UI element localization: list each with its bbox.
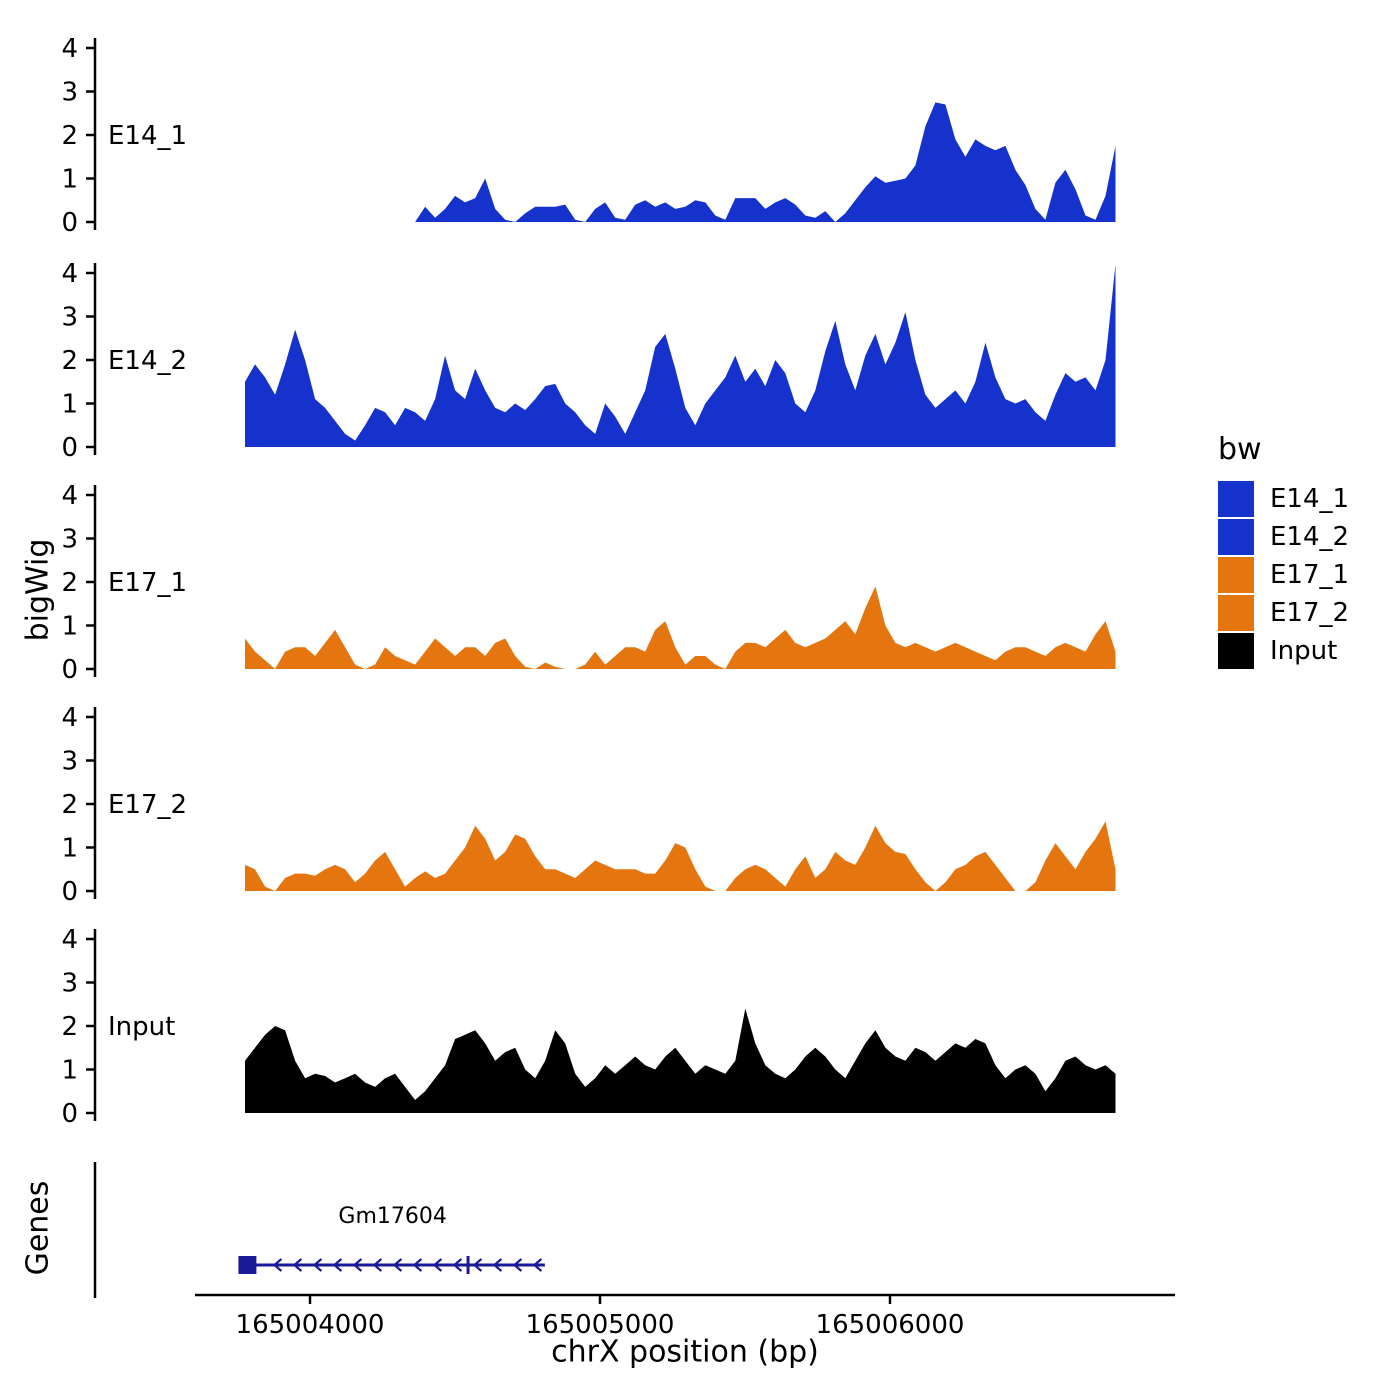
y-tick-label: 4 (61, 34, 78, 64)
y-tick-label: 2 (61, 121, 78, 151)
gene-exon-box (238, 1256, 257, 1274)
legend-items: E14_1 E14_2 E17_1 E17_2 Input (1218, 481, 1349, 669)
y-tick-label: 2 (61, 346, 78, 376)
track-area-e14_1 (245, 102, 1116, 222)
y-tick-label: 1 (61, 390, 78, 420)
legend-item-label: E17_1 (1270, 560, 1350, 590)
legend-item-e14_2: E14_2 (1218, 519, 1349, 555)
track-label-input: Input (108, 1012, 175, 1042)
legend-item-e17_1: E17_1 (1218, 557, 1349, 593)
track-area-e17_2 (245, 821, 1116, 891)
gene-name-label: Gm17604 (338, 1204, 446, 1229)
y-tick-label: 0 (61, 655, 78, 685)
legend-item-label: E14_2 (1270, 522, 1350, 552)
y-tick-label: 3 (61, 78, 78, 108)
gene-strand-arrow-icon (332, 1258, 343, 1272)
gene-strand-arrow-icon (352, 1258, 363, 1272)
legend-swatch-icon (1218, 519, 1254, 555)
y-tick-label: 3 (61, 969, 78, 999)
y-tick-label: 1 (61, 612, 78, 642)
y-tick-label: 3 (61, 525, 78, 555)
track-label-e14_1: E14_1 (108, 121, 187, 151)
track-label-e17_2: E17_2 (108, 790, 187, 820)
y-tick-label: 4 (61, 925, 78, 955)
legend-item-e17_2: E17_2 (1218, 595, 1349, 631)
gene-strand-arrow-icon (372, 1258, 383, 1272)
track-label-e17_1: E17_1 (108, 568, 187, 598)
gene-strand-arrow-icon (452, 1258, 463, 1272)
genes-axis-title: Genes (20, 1180, 56, 1276)
y-tick-label: 3 (61, 747, 78, 777)
y-tick-label: 0 (61, 1099, 78, 1129)
y-tick-label: 4 (61, 481, 78, 511)
x-tick-label: 165006000 (816, 1310, 965, 1340)
y-tick-label: 2 (61, 1012, 78, 1042)
gene-strand-arrow-icon (432, 1258, 443, 1272)
y-tick-label: 0 (61, 877, 78, 907)
y-tick-label: 3 (61, 303, 78, 333)
x-tick-label: 165004000 (236, 1310, 385, 1340)
x-tick-label: 165005000 (526, 1310, 675, 1340)
gene-strand-arrow-icon (492, 1258, 503, 1272)
legend-swatch-icon (1218, 633, 1254, 669)
y-tick-label: 2 (61, 790, 78, 820)
y-tick-label: 0 (61, 433, 78, 463)
y-tick-label: 1 (61, 1056, 78, 1086)
gene-strand-arrow-icon (512, 1258, 523, 1272)
y-tick-label: 4 (61, 259, 78, 289)
legend-item-input: Input (1218, 633, 1349, 669)
gene-strand-arrow-icon (272, 1258, 283, 1272)
x-axis-title: chrX position (bp) (551, 1334, 819, 1370)
gene-strand-arrow-icon (312, 1258, 323, 1272)
track-label-e14_2: E14_2 (108, 346, 187, 376)
legend-swatch-icon (1218, 481, 1254, 517)
legend-item-e14_1: E14_1 (1218, 481, 1349, 517)
legend-item-label: E17_2 (1270, 598, 1350, 628)
y-tick-label: 4 (61, 703, 78, 733)
gene-strand-arrow-icon (532, 1258, 543, 1272)
y-tick-label: 1 (61, 834, 78, 864)
track-area-e17_1 (245, 586, 1116, 669)
gene-strand-arrow-icon (292, 1258, 303, 1272)
legend-swatch-icon (1218, 557, 1254, 593)
gene-strand-arrow-icon (392, 1258, 403, 1272)
legend-item-label: E14_1 (1270, 484, 1350, 514)
track-area-e14_2 (245, 264, 1116, 447)
legend-title: bw (1218, 432, 1262, 467)
gene-strand-arrow-icon (412, 1258, 423, 1272)
legend-swatch-icon (1218, 595, 1254, 631)
gene-strand-arrow-icon (472, 1258, 483, 1272)
track-area-input (245, 1008, 1116, 1113)
legend-item-label: Input (1270, 636, 1338, 666)
y-tick-label: 0 (61, 208, 78, 238)
y-axis-title: bigWig (20, 538, 56, 642)
y-tick-label: 1 (61, 165, 78, 195)
legend: bw E14_1 E14_2 E17_1 E17_2 Input (1218, 432, 1349, 671)
y-tick-label: 2 (61, 568, 78, 598)
